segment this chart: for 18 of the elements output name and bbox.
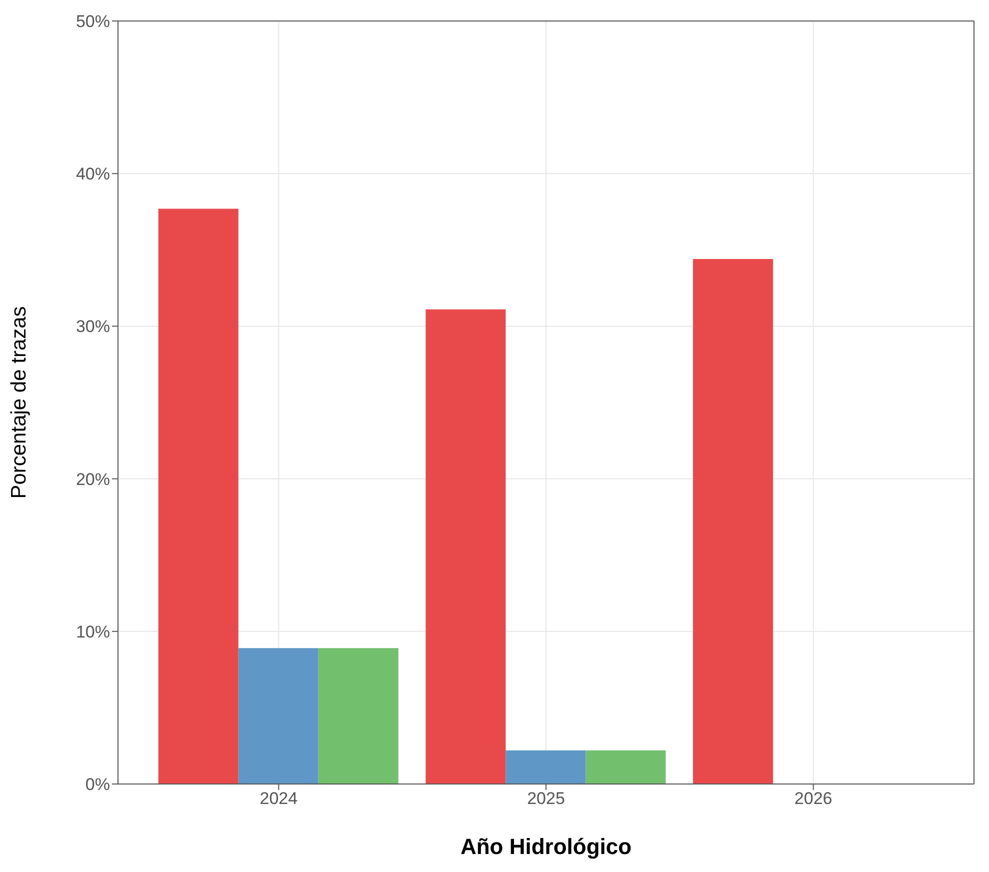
y-tick-label: 20% [76,470,110,489]
bar [158,208,238,784]
x-tick-label: 2025 [527,789,565,808]
y-tick-label: 30% [76,317,110,336]
bar [238,648,318,784]
x-axis-title: Año Hidrológico [460,834,632,859]
y-tick-label: 0% [85,775,110,794]
bar [318,648,398,784]
bar [693,259,774,784]
x-tick-label: 2026 [794,789,832,808]
y-tick-label: 10% [76,622,110,642]
x-tick-label: 2024 [260,789,298,808]
y-axis-title: Porcentaje de trazas [7,306,30,499]
bar [586,750,666,784]
y-tick-label: 40% [76,164,110,184]
bar [506,750,586,784]
y-tick-label: 50% [76,12,110,32]
bar [426,309,506,784]
